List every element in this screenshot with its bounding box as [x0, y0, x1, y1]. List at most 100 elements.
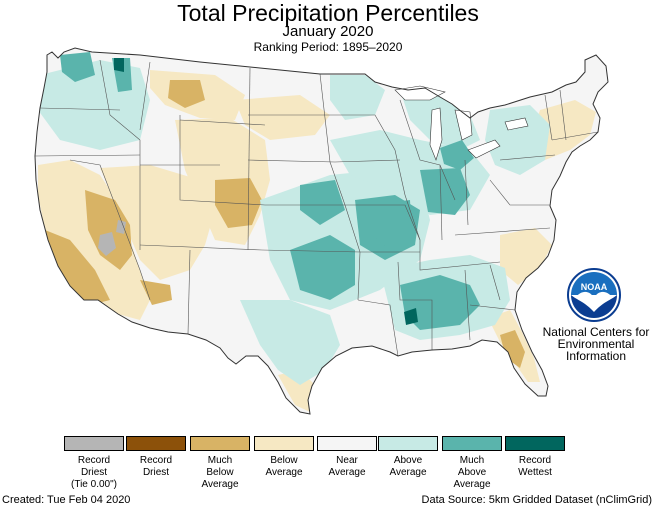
region-record-driest-nevada-2 [116, 220, 126, 234]
lake-erie [467, 139, 501, 159]
legend: Record Driest (Tie 0.00") Record Driest … [0, 436, 656, 492]
noaa-logo: NOAA [567, 268, 621, 322]
region-much-above-ohio-valley [420, 168, 470, 215]
legend-item-near: Near Average [312, 436, 382, 479]
region-much-above-deep-south [400, 275, 480, 330]
lake-michigan [429, 107, 443, 161]
created-date: Created: Tue Feb 04 2020 [2, 494, 131, 506]
boundary-line [439, 164, 443, 241]
boundary-line [187, 249, 191, 335]
boundary-line [454, 227, 551, 236]
region-below-dakotas [235, 95, 330, 140]
data-source: Data Source: 5km Gridded Dataset (nClimG… [421, 494, 652, 506]
boundary-line [345, 204, 421, 241]
region-record-wettest-mississippi [404, 308, 418, 325]
lake-ontario [504, 117, 529, 131]
boundary-line [139, 61, 151, 131]
boundary-line [397, 261, 433, 350]
region-much-below-socal [45, 230, 110, 305]
legend-swatch [254, 436, 314, 451]
region-above-texas [240, 300, 340, 385]
legend-swatch [126, 436, 186, 451]
legend-item-above: Above Average [373, 436, 443, 479]
legend-item-record-driest-tie: Record Driest (Tie 0.00") [59, 436, 129, 491]
boundary-line [489, 264, 501, 301]
region-much-above-oklahoma [290, 235, 355, 300]
region-much-above-ozarks [372, 200, 412, 252]
region-much-above-kansas [300, 180, 345, 225]
legend-swatch [64, 436, 124, 451]
legend-swatch [442, 436, 502, 451]
great-lakes [394, 85, 529, 161]
region-below-carolinas [500, 228, 552, 285]
boundary-line [247, 159, 336, 163]
noaa-logo-gull [575, 291, 613, 308]
map-subtitle: January 2020 [282, 23, 374, 40]
boundary-line [559, 89, 567, 141]
legend-item-below: Below Average [249, 436, 319, 479]
legend-label: Much Above Average [453, 455, 491, 490]
legend-label: Record Driest [139, 455, 173, 478]
boundary-line [39, 107, 121, 111]
boundary-line [334, 159, 401, 163]
boundary-line [551, 131, 599, 141]
legend-item-record-wettest: Record Wettest [500, 436, 570, 479]
noaa-org-name: National Centers for Environmental Infor… [540, 326, 652, 362]
boundary-line [139, 244, 263, 251]
boundary-line [399, 99, 456, 201]
legend-label: Much Below Average [201, 455, 239, 490]
legend-label: Near Average [328, 455, 366, 478]
ranking-period: Ranking Period: 1895–2020 [253, 40, 403, 54]
legend-label: Record Driest (Tie 0.00") [71, 455, 117, 490]
legend-swatch [505, 436, 565, 451]
boundary-line [404, 194, 501, 271]
boundary-line [34, 154, 141, 157]
boundary-line [469, 304, 516, 311]
boundary-line [357, 299, 399, 357]
us-outline [34, 47, 609, 415]
precip-regions [38, 52, 596, 412]
boundary-line [99, 59, 141, 250]
boundary-line [261, 249, 361, 253]
region-record-driest-nevada [98, 232, 116, 256]
boundary-line [179, 119, 266, 126]
legend-swatch [378, 436, 438, 451]
noaa-name-line: Environmental [557, 337, 635, 351]
region-much-below-arizona [140, 280, 172, 305]
region-much-above-michigan [440, 140, 474, 170]
boundary-line [179, 115, 266, 206]
noaa-logo-text: NOAA [581, 282, 608, 292]
legend-label: Record Wettest [518, 455, 552, 478]
boundary-line [464, 159, 469, 226]
noaa-logo-sky [571, 272, 617, 295]
region-above-northeast [485, 105, 550, 175]
region-much-below-colorado [215, 178, 262, 228]
boundary-line [464, 269, 471, 341]
boundary-line [330, 114, 406, 196]
region-much-below-florida [500, 330, 525, 368]
legend-item-much-below: Much Below Average [185, 436, 255, 491]
region-record-wettest-washington [114, 58, 124, 72]
map-title: Total Precipitation Percentiles [177, 0, 479, 26]
lake-huron [454, 109, 473, 141]
region-much-below-nevada [85, 190, 132, 270]
noaa-logo-sea [571, 295, 617, 318]
legend-swatch [317, 436, 377, 451]
legend-swatch [190, 436, 250, 451]
legend-label: Below Average [265, 455, 303, 478]
boundary-line [247, 67, 251, 251]
noaa-name-line: National Centers for [542, 325, 650, 339]
boundary-line [499, 154, 556, 161]
precipitation-map [34, 47, 609, 415]
region-below-great-basin [100, 165, 215, 280]
boundary-line [544, 94, 553, 141]
legend-item-much-above: Much Above Average [437, 436, 507, 491]
legend-label: Above Average [389, 455, 427, 478]
region-much-above-washington [60, 52, 95, 82]
boundary-line [69, 159, 151, 301]
state-boundaries [34, 59, 599, 357]
legend-item-record-driest: Record Driest [121, 436, 191, 479]
boundary-line [489, 179, 550, 206]
region-above-north-plains [330, 75, 385, 120]
region-much-below-montana [168, 80, 205, 108]
